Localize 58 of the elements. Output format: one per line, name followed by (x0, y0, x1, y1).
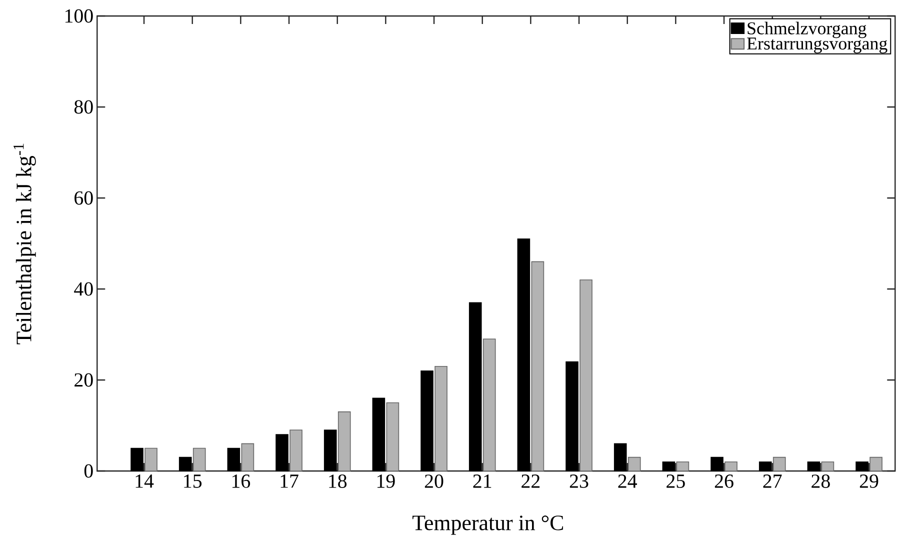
x-tick-label: 17 (280, 474, 298, 488)
x-tick-label: 28 (812, 474, 830, 488)
bar (614, 443, 627, 472)
bar (531, 261, 544, 472)
bar (566, 361, 578, 472)
bar (628, 456, 641, 472)
bar (276, 434, 288, 472)
legend-label: Schmelzvorgang (748, 22, 866, 38)
y-tick-label: 0 (84, 464, 93, 478)
bar (420, 370, 434, 472)
bar (372, 398, 386, 472)
x-tick-label: 23 (570, 474, 588, 488)
x-tick-label: 18 (329, 474, 347, 488)
bar (821, 461, 834, 472)
bar (710, 456, 724, 472)
x-tick-label: 19 (377, 474, 395, 488)
bar (856, 461, 868, 472)
bar (338, 411, 351, 472)
x-tick-label: 26 (714, 474, 734, 488)
bar (144, 448, 158, 472)
x-tick-label: 25 (666, 474, 685, 488)
x-axis-title: Temperatur in °C (412, 516, 563, 535)
bar (517, 238, 530, 472)
bar (434, 366, 448, 472)
x-tick-label: 27 (763, 474, 782, 488)
bar (192, 448, 206, 472)
bar (482, 338, 496, 472)
y-tick-label: 80 (74, 100, 93, 114)
bar (772, 456, 786, 472)
bar (468, 302, 482, 472)
bar (724, 461, 738, 472)
x-tick-label: 15 (184, 474, 202, 488)
bar (386, 402, 400, 472)
bar (178, 456, 192, 472)
bar (807, 461, 820, 472)
x-tick-label: 16 (232, 474, 250, 488)
bar (580, 279, 592, 472)
y-tick-label: 60 (74, 191, 93, 205)
bar (870, 456, 882, 472)
x-tick-label: 21 (473, 474, 492, 488)
bar (324, 430, 337, 472)
bar (290, 430, 302, 472)
bar (241, 443, 254, 472)
y-tick-label: 20 (74, 373, 93, 387)
legend-label: Erstarrungsvorgang (747, 38, 888, 54)
bar (758, 461, 772, 472)
bar (227, 448, 240, 472)
x-tick-label: 24 (618, 474, 638, 488)
x-tick-label: 29 (860, 474, 878, 488)
bar (130, 448, 144, 472)
bar (662, 461, 676, 472)
x-tick-label: 14 (136, 474, 154, 488)
x-tick-label: 22 (522, 474, 540, 488)
bar (676, 461, 690, 472)
y-axis-title: Teilenthalpie in kJ kg$^{-1}$ (14, 144, 36, 344)
y-tick-label: 40 (74, 282, 93, 296)
x-tick-label: 20 (424, 474, 444, 488)
y-tick-label: 100 (65, 9, 93, 23)
